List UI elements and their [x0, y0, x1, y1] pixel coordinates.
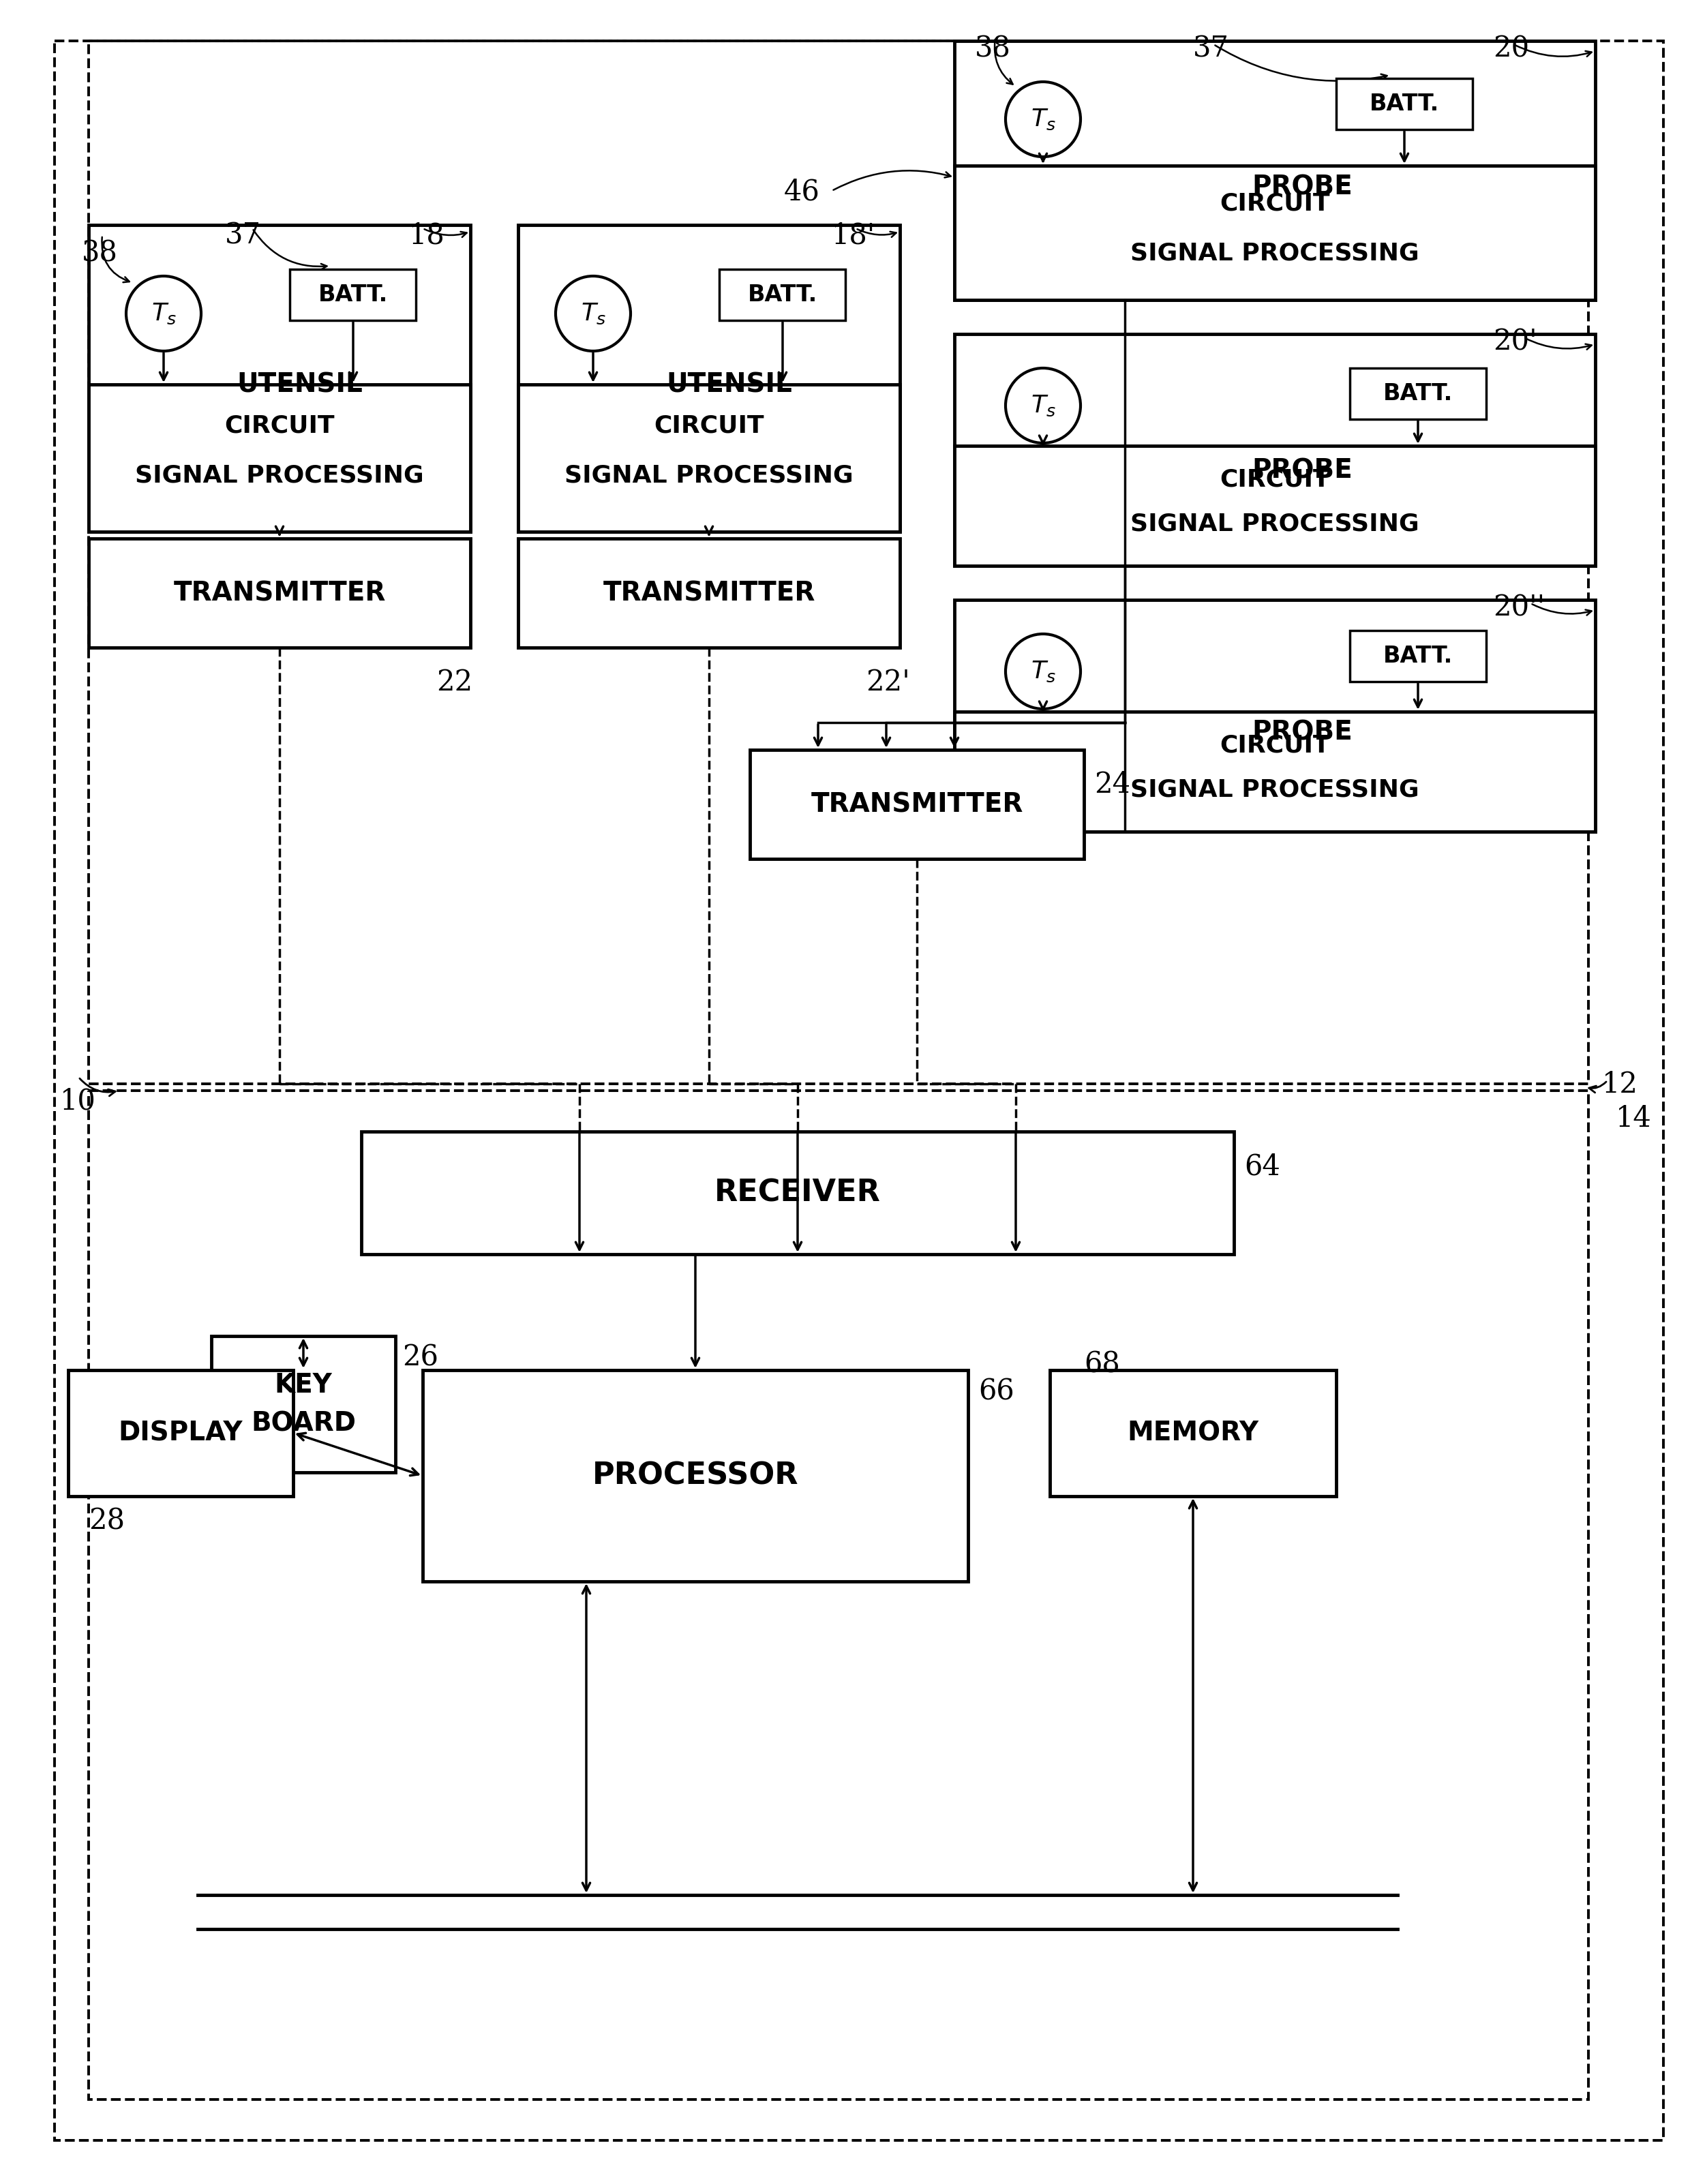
- Text: TRANSMITTER: TRANSMITTER: [603, 581, 815, 605]
- Bar: [362, 1131, 1234, 1254]
- Text: TRANSMITTER: TRANSMITTER: [811, 791, 1022, 817]
- Text: 26: 26: [402, 1343, 438, 1372]
- Bar: [955, 334, 1595, 566]
- Text: TRANSMITTER: TRANSMITTER: [174, 581, 385, 605]
- Text: 12: 12: [1602, 1070, 1638, 1099]
- Text: 38: 38: [81, 238, 118, 266]
- Bar: [955, 41, 1595, 299]
- Text: 64: 64: [1244, 1151, 1281, 1182]
- Text: CIRCUIT: CIRCUIT: [1220, 734, 1330, 758]
- Text: 24: 24: [1093, 771, 1131, 799]
- Text: 22': 22': [865, 668, 909, 697]
- Bar: [519, 225, 899, 531]
- Bar: [1350, 631, 1486, 681]
- Text: 14: 14: [1616, 1105, 1651, 1133]
- Bar: [1049, 1369, 1337, 1496]
- Text: SIGNAL PROCESSING: SIGNAL PROCESSING: [1131, 778, 1420, 802]
- Text: KEY: KEY: [274, 1372, 333, 1398]
- Text: BATT.: BATT.: [1382, 644, 1453, 668]
- Bar: [88, 41, 1589, 1083]
- Text: BOARD: BOARD: [250, 1411, 357, 1437]
- Text: PROBE: PROBE: [1252, 456, 1352, 483]
- Text: RECEIVER: RECEIVER: [715, 1177, 880, 1208]
- Text: 38: 38: [975, 35, 1011, 63]
- Text: BATT.: BATT.: [747, 284, 818, 306]
- Bar: [1350, 369, 1486, 419]
- Text: $T_s$: $T_s$: [1031, 393, 1056, 417]
- Text: CIRCUIT: CIRCUIT: [1220, 192, 1330, 214]
- Bar: [88, 225, 470, 531]
- Bar: [519, 384, 899, 531]
- Text: 20: 20: [1492, 35, 1529, 63]
- Text: PROBE: PROBE: [1252, 721, 1352, 745]
- Text: $T_s$: $T_s$: [1031, 107, 1056, 131]
- Bar: [955, 166, 1595, 299]
- Text: $T_s$: $T_s$: [1031, 660, 1056, 684]
- Bar: [1337, 79, 1472, 129]
- Bar: [955, 601, 1595, 832]
- Text: 37: 37: [1193, 35, 1229, 63]
- Text: SIGNAL PROCESSING: SIGNAL PROCESSING: [1131, 513, 1420, 535]
- Bar: [750, 749, 1083, 858]
- Bar: [289, 269, 416, 321]
- Text: BATT.: BATT.: [1382, 382, 1453, 404]
- Text: 20': 20': [1492, 328, 1536, 356]
- Bar: [88, 384, 470, 531]
- Text: UTENSIL: UTENSIL: [237, 371, 363, 397]
- Text: PROBE: PROBE: [1252, 175, 1352, 201]
- Bar: [955, 712, 1595, 832]
- Text: SIGNAL PROCESSING: SIGNAL PROCESSING: [1131, 242, 1420, 264]
- Text: BATT.: BATT.: [1369, 92, 1440, 116]
- Text: UTENSIL: UTENSIL: [666, 371, 793, 397]
- Bar: [211, 1337, 395, 1472]
- Text: CIRCUIT: CIRCUIT: [1220, 467, 1330, 491]
- Text: BATT.: BATT.: [318, 284, 387, 306]
- Bar: [519, 539, 899, 649]
- Text: 28: 28: [88, 1507, 125, 1535]
- Text: 20'': 20'': [1492, 594, 1545, 622]
- Text: 46: 46: [784, 177, 820, 205]
- Text: CIRCUIT: CIRCUIT: [654, 415, 764, 437]
- Text: 18': 18': [831, 221, 875, 251]
- Bar: [422, 1369, 968, 1581]
- Text: MEMORY: MEMORY: [1127, 1420, 1259, 1446]
- Bar: [720, 269, 845, 321]
- Text: $T_s$: $T_s$: [581, 301, 605, 325]
- Bar: [88, 1090, 1589, 2099]
- Text: 10: 10: [59, 1088, 96, 1116]
- Text: 18: 18: [409, 221, 444, 251]
- Bar: [68, 1369, 292, 1496]
- Text: PROCESSOR: PROCESSOR: [592, 1461, 798, 1489]
- Text: SIGNAL PROCESSING: SIGNAL PROCESSING: [564, 465, 853, 487]
- Bar: [955, 446, 1595, 566]
- Bar: [88, 539, 470, 649]
- Text: DISPLAY: DISPLAY: [118, 1420, 243, 1446]
- Text: CIRCUIT: CIRCUIT: [225, 415, 335, 437]
- Text: 66: 66: [979, 1376, 1014, 1406]
- Text: 22: 22: [436, 668, 473, 697]
- Text: 68: 68: [1083, 1350, 1120, 1378]
- Text: SIGNAL PROCESSING: SIGNAL PROCESSING: [135, 465, 424, 487]
- Text: 37: 37: [225, 221, 260, 251]
- Text: $T_s$: $T_s$: [150, 301, 176, 325]
